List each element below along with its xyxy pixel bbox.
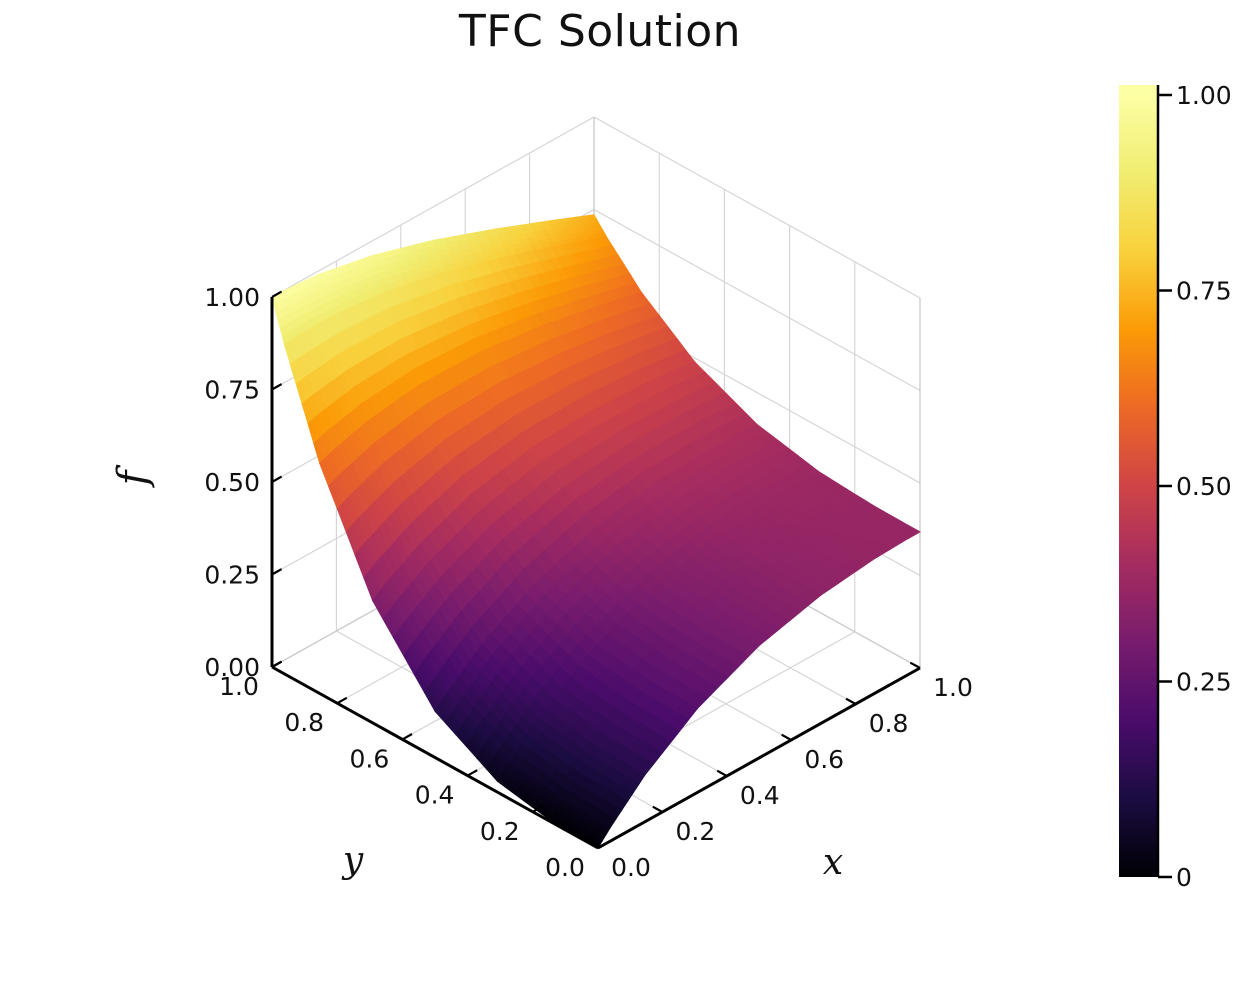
svg-text:0.4: 0.4 (415, 781, 455, 810)
colorbar-tick-labels: 0 0.25 0.50 0.75 1.00 (1176, 81, 1232, 892)
y-axis-label: y (341, 840, 364, 881)
z-tick-labels: 0.00 0.25 0.50 0.75 1.00 (204, 283, 260, 682)
chart-title: TFC Solution (458, 6, 742, 57)
svg-text:0.75: 0.75 (204, 376, 260, 405)
svg-text:0.75: 0.75 (1176, 277, 1232, 306)
svg-text:0.8: 0.8 (869, 709, 909, 738)
svg-text:1.00: 1.00 (204, 283, 260, 312)
svg-text:0.8: 0.8 (284, 708, 324, 737)
svg-text:1.00: 1.00 (1176, 81, 1232, 110)
svg-text:1.0: 1.0 (933, 673, 973, 702)
svg-text:0.0: 0.0 (545, 853, 585, 882)
x-tick-labels: 0.0 0.2 0.4 0.6 0.8 1.0 (611, 673, 973, 882)
svg-text:0.6: 0.6 (350, 744, 390, 773)
x-axis-label: x (823, 842, 843, 883)
svg-text:0.25: 0.25 (1176, 668, 1232, 697)
y-tick-labels: 0.0 0.2 0.4 0.6 0.8 1.0 (219, 672, 585, 882)
colorbar-gradient (1119, 85, 1158, 877)
svg-text:0.0: 0.0 (611, 853, 651, 882)
z-axis-label: f (110, 464, 156, 488)
x-axis-ticks (587, 661, 921, 849)
colorbar (1119, 85, 1172, 879)
svg-text:0.6: 0.6 (804, 745, 844, 774)
surface-mesh (271, 214, 921, 849)
svg-text:0.4: 0.4 (740, 781, 780, 810)
svg-text:0.25: 0.25 (204, 561, 260, 590)
svg-text:0: 0 (1176, 863, 1192, 892)
svg-text:0.2: 0.2 (480, 817, 520, 846)
svg-text:0.2: 0.2 (676, 817, 716, 846)
svg-text:1.0: 1.0 (219, 672, 259, 701)
svg-text:0.00: 0.00 (204, 653, 260, 682)
z-axis-ticks (271, 290, 283, 668)
svg-text:0.50: 0.50 (204, 468, 260, 497)
svg-text:0.50: 0.50 (1176, 472, 1232, 501)
